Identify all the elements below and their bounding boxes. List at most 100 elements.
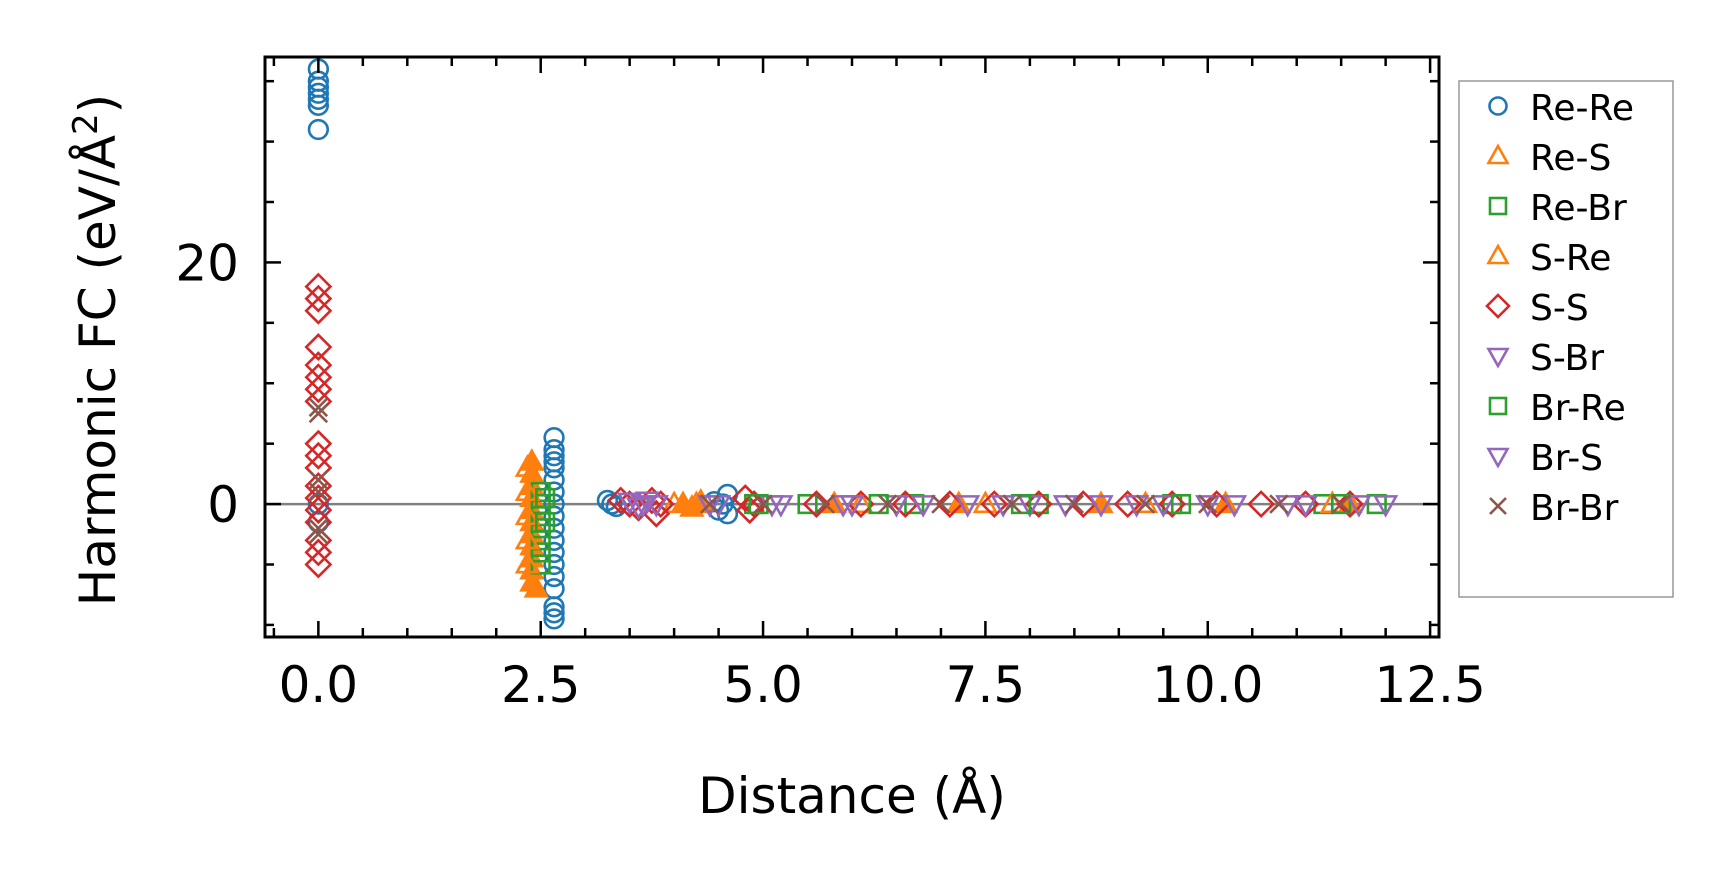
legend-label: Br-Br bbox=[1530, 488, 1619, 529]
data-point bbox=[543, 445, 565, 467]
data-point bbox=[630, 495, 656, 518]
x-marker-stroke bbox=[308, 518, 329, 538]
data-point bbox=[839, 495, 865, 518]
data-point bbox=[514, 478, 541, 502]
data-point bbox=[543, 565, 565, 588]
x-axis-title: Distance (Å) bbox=[698, 767, 1006, 825]
x-marker-stroke bbox=[753, 494, 773, 514]
legend-label: Re-Re bbox=[1530, 88, 1634, 129]
data-point bbox=[1135, 494, 1156, 514]
x-tick-label: 2.5 bbox=[501, 656, 581, 714]
legend: Re-Re Re-S Re-Br S-Re S-S S-Br Br-Re Br-S Br-Br bbox=[1458, 80, 1674, 598]
data-point bbox=[307, 82, 330, 104]
data-point bbox=[304, 441, 333, 470]
legend-label: Re-Br bbox=[1530, 188, 1627, 229]
data-point bbox=[1002, 494, 1022, 514]
data-point bbox=[307, 493, 330, 515]
series-br-br bbox=[308, 397, 1351, 545]
x-tick-label: 12.5 bbox=[1374, 656, 1485, 714]
data-point bbox=[1170, 493, 1192, 515]
data-point bbox=[1331, 494, 1351, 514]
data-point bbox=[543, 553, 565, 576]
data-point bbox=[308, 524, 329, 545]
data-point bbox=[735, 496, 764, 525]
x-marker-stroke bbox=[815, 494, 836, 514]
data-point bbox=[514, 454, 541, 477]
data-point bbox=[1113, 490, 1142, 519]
legend-label: Br-Re bbox=[1530, 388, 1626, 429]
data-point bbox=[304, 496, 333, 525]
x-marker-stroke bbox=[931, 494, 951, 514]
legend-label: S-Br bbox=[1530, 338, 1604, 379]
data-point bbox=[535, 512, 556, 533]
data-point bbox=[530, 481, 551, 503]
x-marker-stroke bbox=[699, 494, 720, 514]
legend-label: S-Re bbox=[1530, 238, 1611, 279]
data-points-layer bbox=[304, 58, 1399, 630]
data-point bbox=[625, 497, 652, 521]
data-point bbox=[307, 118, 330, 141]
data-point bbox=[1292, 495, 1319, 518]
x-marker-stroke bbox=[308, 482, 329, 502]
x-marker-stroke bbox=[1489, 497, 1507, 515]
series-s-re bbox=[514, 454, 1345, 574]
data-point bbox=[848, 490, 874, 514]
data-point bbox=[543, 608, 565, 630]
data-point bbox=[514, 526, 541, 550]
data-point bbox=[1150, 495, 1176, 518]
data-point bbox=[797, 493, 818, 515]
legend-label: Re-S bbox=[1530, 138, 1611, 179]
data-point bbox=[304, 550, 333, 579]
data-point bbox=[877, 494, 898, 514]
data-point bbox=[980, 490, 1009, 519]
data-point bbox=[768, 495, 794, 518]
data-point bbox=[543, 602, 565, 624]
data-point bbox=[643, 495, 669, 518]
x-marker-stroke bbox=[1269, 494, 1289, 514]
data-point bbox=[1064, 494, 1085, 514]
x-marker-stroke bbox=[308, 524, 329, 545]
plot-frame bbox=[263, 55, 1441, 639]
x-marker-stroke bbox=[1198, 494, 1218, 514]
data-point bbox=[1132, 490, 1159, 514]
x-tick-label: 7.5 bbox=[946, 656, 1026, 714]
data-point bbox=[815, 494, 836, 514]
data-point bbox=[308, 518, 329, 538]
y-axis-title-main: Harmonic FC (eV/Å bbox=[69, 135, 127, 606]
data-point bbox=[304, 333, 333, 361]
legend-marker bbox=[1488, 396, 1508, 416]
legend-marker bbox=[1488, 196, 1508, 216]
legend-marker bbox=[1486, 347, 1510, 369]
data-point bbox=[543, 457, 565, 479]
data-point bbox=[543, 596, 565, 618]
data-point bbox=[931, 494, 951, 514]
legend-marker bbox=[1485, 293, 1511, 319]
legend-marker bbox=[1488, 96, 1508, 116]
x-marker-stroke bbox=[1135, 494, 1156, 514]
data-point bbox=[1336, 490, 1364, 519]
x-marker-stroke bbox=[1002, 494, 1022, 514]
data-point bbox=[634, 491, 661, 515]
y-axis-title-superscript: 2 bbox=[66, 113, 106, 135]
data-point bbox=[802, 490, 831, 519]
data-point bbox=[523, 575, 549, 598]
data-point bbox=[304, 538, 333, 567]
data-point bbox=[304, 296, 333, 325]
y-axis-title-close: ) bbox=[69, 94, 127, 114]
data-point bbox=[1346, 495, 1372, 518]
data-point bbox=[748, 493, 769, 515]
y-tick-label: 20 bbox=[175, 234, 239, 292]
series-s-s bbox=[304, 272, 1364, 579]
data-point bbox=[753, 494, 773, 514]
data-point bbox=[530, 542, 551, 563]
data-point bbox=[307, 88, 330, 110]
x-tick-label: 10.0 bbox=[1152, 656, 1263, 714]
series-br-s bbox=[630, 495, 1399, 518]
data-point bbox=[1372, 495, 1399, 518]
data-point bbox=[606, 486, 635, 515]
legend-marker bbox=[1486, 447, 1510, 469]
data-point bbox=[308, 403, 329, 424]
x-marker-stroke bbox=[1064, 494, 1085, 514]
x-marker-stroke bbox=[877, 494, 898, 514]
